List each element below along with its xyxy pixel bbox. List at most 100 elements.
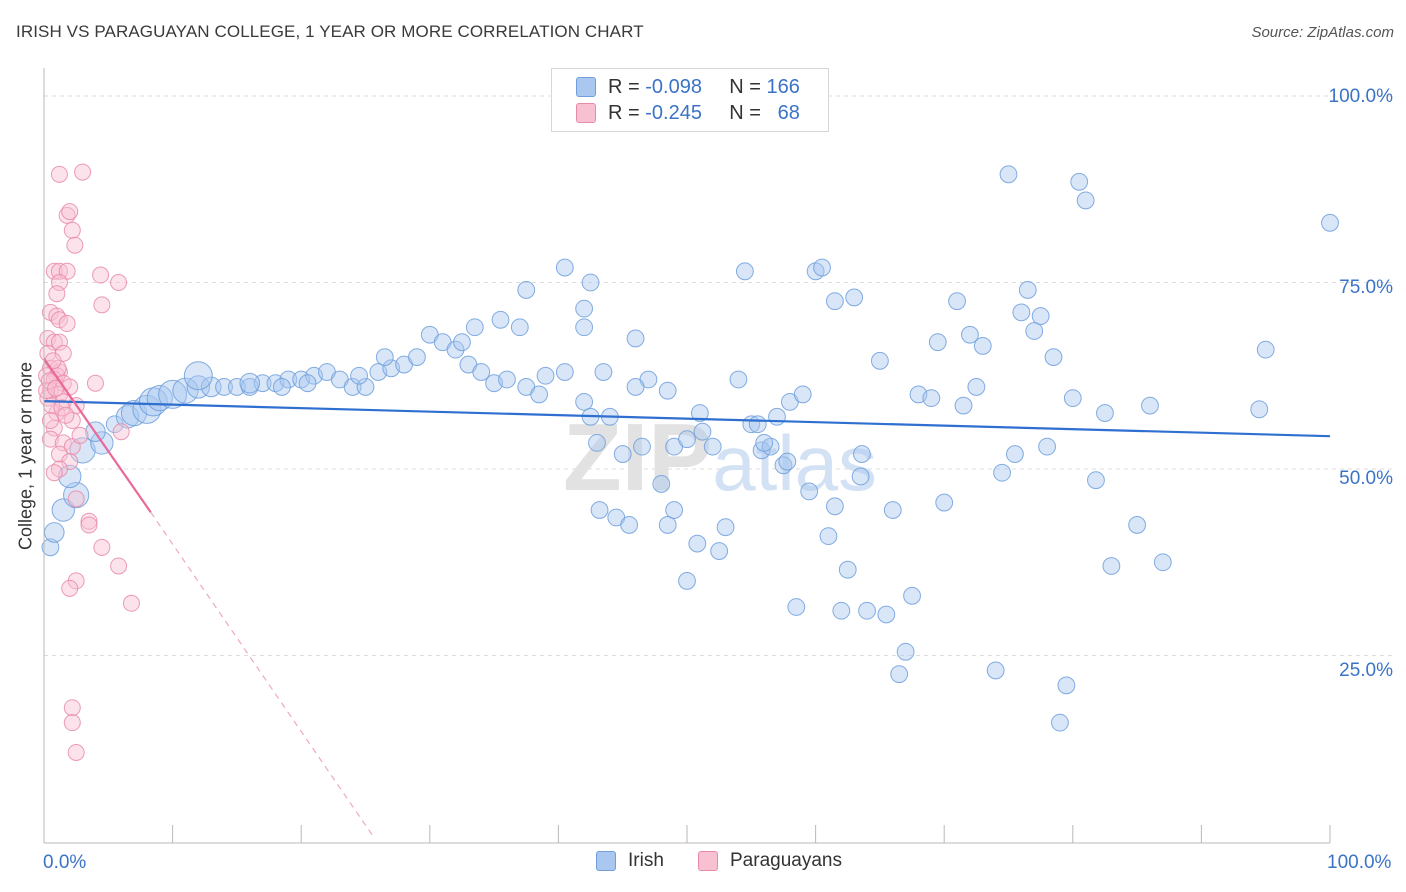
data-point xyxy=(67,490,85,508)
data-point xyxy=(620,516,639,534)
legend-row-irish: R = -0.098 N = 166 xyxy=(576,75,800,99)
data-point xyxy=(1102,557,1121,575)
data-point xyxy=(688,534,707,553)
data-point xyxy=(928,333,947,352)
data-point xyxy=(768,407,786,426)
data-point xyxy=(1018,281,1037,299)
data-point xyxy=(356,378,375,396)
data-point xyxy=(472,363,491,381)
data-point xyxy=(575,299,594,318)
data-point xyxy=(50,311,68,329)
data-point xyxy=(1076,191,1095,210)
data-point xyxy=(896,642,915,661)
data-point xyxy=(922,389,941,408)
data-point xyxy=(1057,676,1076,695)
data-point xyxy=(858,601,876,620)
data-point xyxy=(575,318,594,337)
x-tick-min: 0.0% xyxy=(43,852,87,873)
data-point xyxy=(658,381,677,400)
data-point xyxy=(813,258,831,277)
data-point xyxy=(1012,303,1031,322)
data-point xyxy=(58,315,76,333)
data-point xyxy=(92,266,110,284)
data-point xyxy=(575,392,594,411)
data-point xyxy=(1025,322,1044,340)
data-point xyxy=(735,262,754,281)
data-point xyxy=(838,560,857,579)
data-point xyxy=(678,572,696,590)
data-point xyxy=(961,325,979,344)
data-point xyxy=(41,430,59,448)
data-point xyxy=(748,415,767,434)
data-point xyxy=(800,482,819,501)
y-tick-75: 75.0% xyxy=(1339,277,1393,298)
data-point xyxy=(825,497,844,516)
data-point xyxy=(954,396,973,415)
data-point xyxy=(793,385,812,404)
data-point xyxy=(63,482,90,509)
data-point xyxy=(110,274,128,291)
data-point xyxy=(41,412,59,430)
data-point xyxy=(50,165,68,183)
data-point xyxy=(555,258,574,277)
data-point xyxy=(658,516,677,534)
data-point xyxy=(530,385,549,404)
data-point xyxy=(787,598,806,616)
legend-row-paraguayans: R = -0.245 N = 68 xyxy=(576,101,800,125)
data-point xyxy=(890,665,909,684)
data-point xyxy=(343,378,362,396)
data-point xyxy=(903,586,921,605)
data-point xyxy=(112,423,130,441)
irish-trend-line xyxy=(43,400,1331,438)
paraguayan-n-value: 68 xyxy=(777,101,800,124)
data-point xyxy=(590,501,609,519)
data-point xyxy=(63,221,81,239)
data-point xyxy=(93,296,111,314)
data-point xyxy=(41,538,60,557)
r-label: R = xyxy=(608,75,640,98)
data-point xyxy=(350,366,368,385)
data-point xyxy=(851,467,870,486)
paraguayan-swatch xyxy=(576,103,596,123)
data-point xyxy=(852,445,871,463)
data-point xyxy=(690,404,709,422)
n-label: N = xyxy=(729,75,761,98)
data-point xyxy=(453,333,471,352)
data-point xyxy=(999,165,1018,184)
data-point xyxy=(594,363,613,381)
legend-irish-label: Irish xyxy=(628,850,664,871)
data-point xyxy=(45,464,63,482)
data-point xyxy=(755,433,774,452)
data-point xyxy=(183,361,213,391)
y-tick-25: 25.0% xyxy=(1339,660,1393,681)
r-label: R = xyxy=(608,101,640,124)
data-point xyxy=(778,452,797,471)
data-point xyxy=(172,377,199,404)
data-point xyxy=(1063,389,1082,408)
data-point xyxy=(510,318,529,337)
trend-lines xyxy=(43,357,1331,835)
series-legend: Irish Paraguayans xyxy=(0,850,1406,878)
data-point xyxy=(1031,307,1050,325)
data-point xyxy=(1051,713,1069,732)
y-tick-100: 100.0% xyxy=(1328,86,1393,107)
data-point xyxy=(752,441,771,460)
data-point xyxy=(48,285,66,303)
data-point xyxy=(613,445,632,463)
n-label: N = xyxy=(729,101,761,124)
data-point xyxy=(819,527,838,546)
data-point xyxy=(80,512,98,530)
data-point xyxy=(986,661,1005,680)
legend-item-irish[interactable]: Irish xyxy=(596,850,664,872)
data-point xyxy=(93,538,111,556)
watermark-atlas: atlas xyxy=(712,419,877,507)
legend-item-paraguayans[interactable]: Paraguayans xyxy=(698,850,842,872)
y-tick-50: 50.0% xyxy=(1339,468,1393,489)
chart-title: IRISH VS PARAGUAYAN COLLEGE, 1 YEAR OR M… xyxy=(16,22,644,41)
watermark-zip: ZIP xyxy=(563,404,712,511)
data-point xyxy=(967,378,986,396)
data-point xyxy=(665,501,684,519)
paraguayan-points xyxy=(38,163,140,761)
data-point xyxy=(239,372,261,394)
